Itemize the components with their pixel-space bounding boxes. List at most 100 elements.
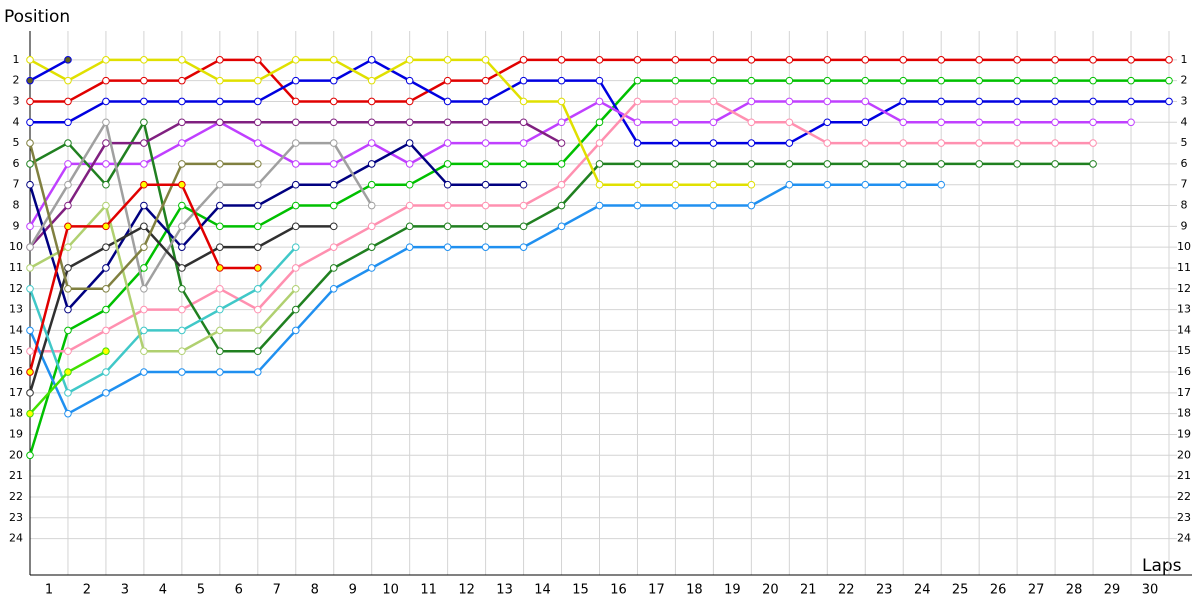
point-marker <box>785 76 794 85</box>
point-marker <box>291 118 300 127</box>
point-marker <box>481 56 490 64</box>
point-marker <box>102 76 110 85</box>
point-marker <box>367 180 376 189</box>
point-marker <box>329 160 338 168</box>
point-marker <box>899 160 908 168</box>
point-marker <box>709 76 718 85</box>
series-line <box>28 121 373 291</box>
point-marker <box>405 56 414 64</box>
point-marker <box>140 368 148 376</box>
point-marker <box>26 118 34 127</box>
point-marker <box>1089 97 1097 106</box>
point-marker <box>823 180 832 189</box>
point-marker <box>481 180 490 189</box>
point-marker <box>709 118 718 127</box>
point-marker <box>1013 160 1021 168</box>
y-tick-label-right: 18 <box>1177 407 1191 420</box>
point-marker <box>747 180 756 189</box>
point-marker <box>899 76 908 85</box>
point-marker <box>291 326 300 335</box>
point-marker <box>785 139 794 147</box>
point-marker <box>140 180 148 189</box>
x-tick-label: 1 <box>45 583 53 598</box>
point-marker <box>253 56 262 64</box>
point-marker <box>26 326 34 335</box>
point-marker <box>140 326 148 335</box>
point-marker <box>443 118 452 127</box>
x-tick-label: 6 <box>235 583 243 598</box>
point-marker <box>557 222 566 231</box>
x-tick-label: 3 <box>121 583 129 598</box>
point-marker <box>291 264 300 272</box>
point-marker <box>367 264 376 272</box>
point-marker <box>671 201 680 210</box>
point-marker <box>747 160 756 168</box>
point-marker <box>861 97 870 106</box>
point-marker <box>405 243 414 251</box>
y-tick-label: 14 <box>9 323 23 336</box>
point-marker <box>178 243 186 251</box>
point-marker <box>1165 97 1173 106</box>
y-axis-title: Position <box>4 7 70 27</box>
y-tick-label: 1 <box>13 53 20 66</box>
x-tick-label: 11 <box>420 583 437 598</box>
point-marker <box>216 180 224 189</box>
y-tick-label: 11 <box>9 261 23 274</box>
point-marker <box>481 243 490 251</box>
y-tick-label: 8 <box>13 199 20 212</box>
point-marker <box>140 139 148 147</box>
y-tick-label-right: 10 <box>1177 240 1191 253</box>
point-marker <box>140 118 148 127</box>
point-marker <box>823 139 832 147</box>
point-marker <box>64 201 72 210</box>
point-marker <box>747 118 756 127</box>
point-marker <box>481 97 490 106</box>
point-marker <box>253 347 262 356</box>
point-marker <box>443 180 452 189</box>
point-marker <box>102 368 110 376</box>
point-marker <box>102 264 110 272</box>
point-marker <box>557 118 566 127</box>
x-tick-label: 9 <box>349 583 357 598</box>
point-marker <box>216 264 224 272</box>
point-marker <box>595 139 604 147</box>
point-marker <box>443 201 452 210</box>
point-marker <box>367 97 376 106</box>
point-marker <box>178 284 186 293</box>
point-marker <box>291 139 300 147</box>
point-marker <box>709 97 718 106</box>
x-tick-label: 12 <box>458 583 475 598</box>
point-marker <box>64 305 72 314</box>
x-tick-label: 14 <box>534 583 551 598</box>
y-tick-label-right: 24 <box>1177 532 1191 545</box>
point-marker <box>975 56 983 64</box>
x-tick-label: 7 <box>273 583 281 598</box>
point-marker <box>405 139 414 147</box>
point-marker <box>216 305 224 314</box>
point-marker <box>64 389 72 397</box>
point-marker <box>519 243 528 251</box>
point-marker <box>1013 139 1021 147</box>
point-marker <box>216 243 224 251</box>
point-marker <box>253 284 262 293</box>
point-marker <box>178 222 186 231</box>
x-tick-label: 4 <box>159 583 167 598</box>
point-marker <box>102 305 110 314</box>
y-tick-label-right: 8 <box>1181 199 1188 212</box>
point-marker <box>633 180 642 189</box>
x-tick-label: 25 <box>952 583 969 598</box>
point-marker <box>1013 97 1021 106</box>
y-tick-label: 12 <box>9 282 23 295</box>
x-tick-label: 17 <box>648 583 665 598</box>
x-tick-label: 18 <box>686 583 703 598</box>
point-marker <box>64 222 72 231</box>
point-marker <box>709 160 718 168</box>
point-marker <box>291 222 300 231</box>
point-marker <box>367 222 376 231</box>
point-marker <box>481 76 490 85</box>
point-marker <box>671 97 680 106</box>
point-marker <box>481 222 490 231</box>
point-marker <box>671 118 680 127</box>
y-tick-label-right: 12 <box>1177 282 1191 295</box>
point-marker <box>178 180 186 189</box>
